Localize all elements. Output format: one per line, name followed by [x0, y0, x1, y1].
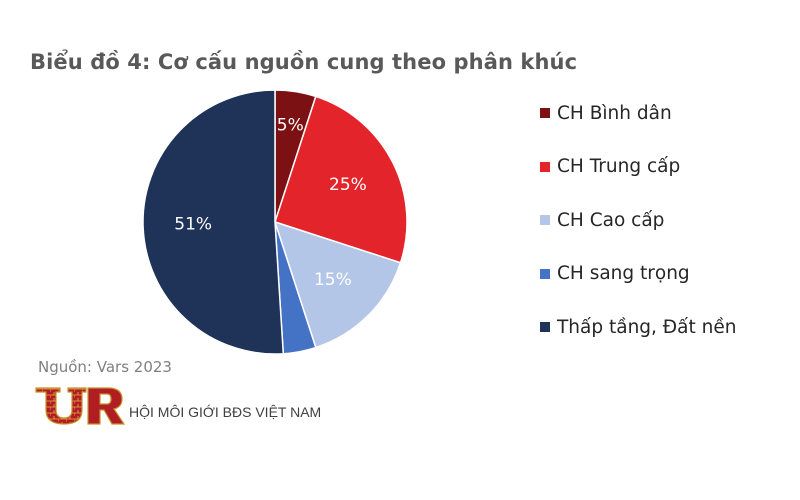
legend-label: Thấp tầng, Đất nền: [557, 316, 737, 338]
legend-label: CH Trung cấp: [557, 156, 681, 177]
org-name: HỘI MÔI GIỚI BĐS VIỆT NAM: [129, 404, 322, 420]
legend-item-3: CH Cao cấp: [540, 205, 736, 235]
pie-slices: [142, 89, 408, 355]
data-label-3: 15%: [314, 270, 352, 290]
legend-swatch: [540, 322, 550, 332]
legend-swatch: [540, 108, 550, 118]
source-note: Nguồn: Vars 2023: [38, 358, 172, 376]
data-label-2: 25%: [329, 175, 367, 195]
legend-item-2: CH Trung cấp: [540, 152, 736, 182]
data-label-5: 51%: [174, 215, 212, 235]
pie-slice-2: [274, 95, 408, 264]
chart-title: Biểu đồ 4: Cơ cấu nguồn cung theo phân k…: [30, 50, 578, 74]
legend-swatch: [540, 268, 550, 279]
data-label-1: 5%: [277, 116, 304, 136]
pie-data-labels: 5% 25% 15% 51%: [174, 116, 367, 290]
org-logo: HỘI MÔI GIỚI BĐS VIỆT NAM: [34, 380, 321, 426]
chart-legend: CH Bình dân CH Trung cấp CH Cao cấp CH sang…: [540, 98, 736, 366]
legend-label: CH Bình dân: [557, 102, 672, 124]
legend-item-1: CH Bình dân: [540, 98, 736, 128]
legend-label: CH sang trọng: [557, 263, 690, 284]
legend-swatch: [540, 161, 550, 172]
vars-logo-icon: [35, 387, 126, 425]
legend-swatch: [540, 215, 550, 225]
pie-slice-3: [273, 220, 402, 349]
legend-item-5: Thấp tầng, Đất nền: [540, 312, 736, 342]
legend-label: CH Cao cấp: [557, 209, 665, 231]
legend-item-4: CH sang trọng: [540, 259, 736, 289]
pie-slice-5: [142, 89, 285, 355]
